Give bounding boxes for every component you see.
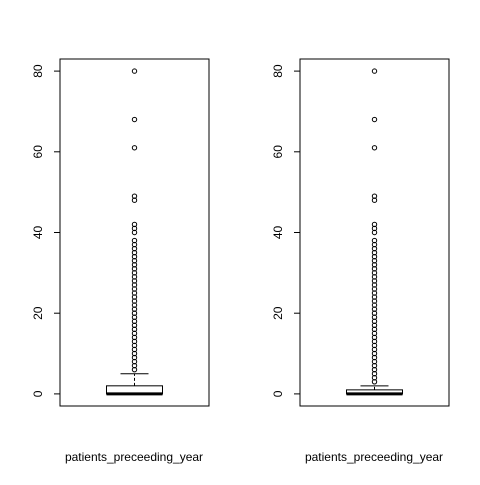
y-tick-label: 60 (31, 145, 45, 159)
y-tick-label: 0 (31, 390, 45, 397)
outlier-point (371, 145, 378, 151)
x-axis-label-left: patients_preceeding_year (64, 450, 204, 464)
outlier-point (131, 221, 138, 228)
y-tick-label: 60 (271, 145, 285, 159)
plot-frame (59, 58, 210, 407)
y-tick-label: 20 (271, 306, 285, 320)
y-tick-label: 20 (31, 306, 45, 320)
y-tick-label: 80 (31, 64, 45, 78)
outlier-point (371, 221, 378, 228)
outlier-point (371, 237, 378, 244)
outlier-point (131, 116, 138, 123)
y-tick-label: 80 (271, 64, 285, 78)
y-tick-label: 40 (271, 226, 285, 240)
outlier-point (131, 68, 138, 74)
outlier-point (371, 193, 378, 199)
outlier-point (131, 237, 138, 244)
outlier-point (131, 193, 138, 199)
outlier-point (371, 68, 378, 74)
outlier-point (371, 116, 378, 123)
y-tick-label: 0 (271, 390, 285, 397)
x-axis-label-right: patients_preceeding_year (304, 450, 444, 464)
y-tick-label: 40 (31, 226, 45, 240)
outlier-point (131, 145, 138, 151)
plot-frame (299, 58, 450, 407)
